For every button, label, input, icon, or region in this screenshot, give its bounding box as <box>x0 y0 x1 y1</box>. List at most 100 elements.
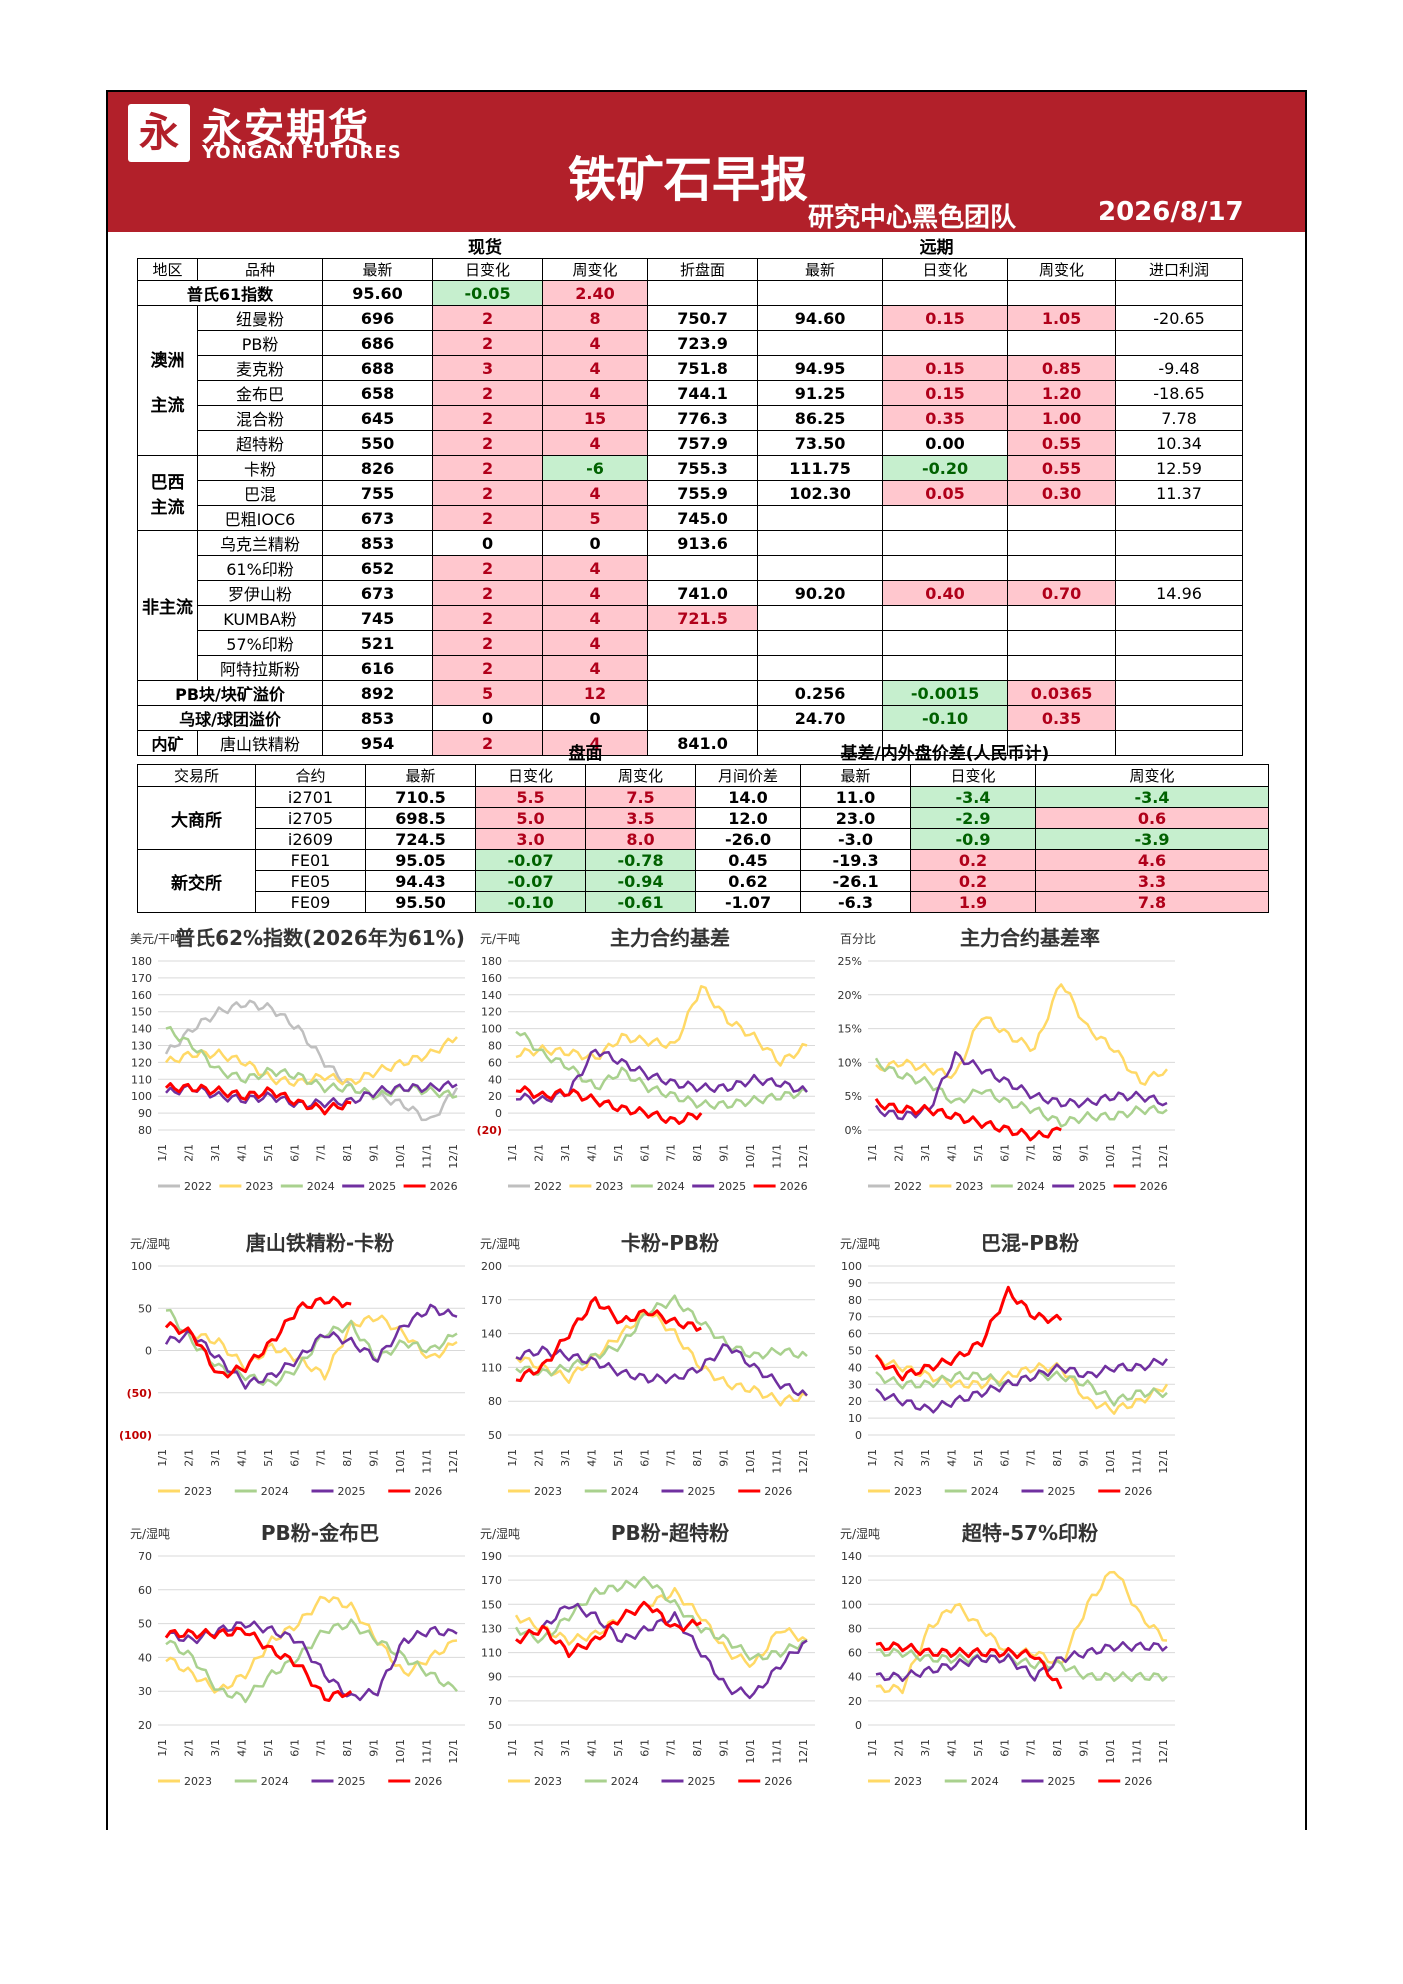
table-cell <box>137 739 476 765</box>
ore-name: 超特粉 <box>196 430 324 456</box>
contract-latest: 95.05 <box>364 849 477 871</box>
premium-value: 0 <box>542 705 649 731</box>
far-weekly-change: 0.85 <box>1007 355 1117 381</box>
basis-daily-change: -0.9 <box>910 828 1037 850</box>
legend-label: 2026 <box>1124 1775 1152 1788</box>
ore-row: 57%印粉 521 2 4 <box>138 630 1243 656</box>
far-latest <box>757 330 884 356</box>
ore-name: 纽曼粉 <box>196 305 324 331</box>
import-profit: -9.48 <box>1115 355 1243 381</box>
import-profit: -18.65 <box>1115 380 1243 406</box>
series-line-2023 <box>165 1595 458 1694</box>
series-line-2023 <box>165 1036 458 1087</box>
legend-label: 2023 <box>595 1180 623 1193</box>
import-profit: -20.65 <box>1115 305 1243 331</box>
ore-latest: 673 <box>322 580 434 606</box>
x-tick-label: 3/1 <box>559 1449 572 1467</box>
basis-weekly-change: -3.9 <box>1035 828 1270 850</box>
far-weekly-change <box>1007 505 1117 531</box>
x-tick-label: 6/1 <box>638 1449 651 1467</box>
y-tick-label: 150 <box>131 1006 152 1019</box>
section-spot-label: 现货 <box>322 233 648 259</box>
report-team: 研究中心黑色团队 <box>808 203 1017 233</box>
x-tick-label: 7/1 <box>315 1449 328 1467</box>
chart-1: 普氏62%指数(2026年为61%) 美元/干吨 180 170 160 150 140 13… <box>130 925 470 1209</box>
chart-title: PB粉-金布巴 <box>261 1521 379 1545</box>
chart-unit-label: 元/湿吨 <box>130 1236 170 1251</box>
y-tick-label: 80 <box>138 1124 152 1137</box>
series-line-2026 <box>164 1626 353 1702</box>
far-latest: 94.60 <box>757 305 884 331</box>
ore-futures-equivalent <box>647 630 759 656</box>
contract-daily-change: 5.0 <box>475 807 587 829</box>
far-weekly-change: 0.30 <box>1007 480 1117 506</box>
spot-price-table: 现货 远期 地区 品种 最新 日变化 周变化 折盘面 最新 日变化 周变化 进口利润 普氏61指数 95.… <box>136 233 1243 756</box>
series-line-2022 <box>164 999 459 1122</box>
y-tick-label: 60 <box>488 1056 502 1069</box>
column-header: 地区 <box>137 258 198 281</box>
far-weekly-change <box>1007 530 1117 556</box>
chart-title: PB粉-超特粉 <box>611 1521 729 1545</box>
ore-daily-change: 2 <box>432 555 544 581</box>
contract-weekly-change: 8.0 <box>585 828 697 850</box>
y-tick-label: 180 <box>481 955 502 968</box>
x-tick-label: 5/1 <box>262 1739 275 1757</box>
x-tick-label: 3/1 <box>209 1144 222 1162</box>
section-disk-label: 盘面 <box>475 739 696 765</box>
contract-name: i2705 <box>255 807 366 829</box>
exchange-label: 新交所 <box>137 849 256 913</box>
series-line-2026 <box>515 1600 702 1659</box>
ore-weekly-change: 4 <box>542 380 649 406</box>
x-tick-label: 11/1 <box>771 1144 784 1169</box>
legend-label: 2022 <box>534 1180 562 1193</box>
x-tick-label: 11/1 <box>421 1449 434 1474</box>
far-latest: 90.20 <box>757 580 884 606</box>
y-tick-label: 90 <box>138 1107 152 1120</box>
far-daily-change: 0.15 <box>882 355 1009 381</box>
x-tick-label: 6/1 <box>998 1449 1011 1467</box>
series-line-2023 <box>875 1570 1168 1695</box>
ore-latest: 658 <box>322 380 434 406</box>
legend-label: 2026 <box>414 1485 442 1498</box>
legend-label: 2025 <box>1078 1180 1106 1193</box>
ore-weekly-change: 4 <box>542 355 649 381</box>
import-profit <box>1115 505 1243 531</box>
x-tick-label: 9/1 <box>368 1449 381 1467</box>
ore-daily-change: 2 <box>432 480 544 506</box>
legend-label: 2025 <box>1048 1775 1076 1788</box>
series-line-2024 <box>515 1294 808 1377</box>
basis-daily-change: -3.4 <box>910 786 1037 808</box>
x-tick-label: 3/1 <box>209 1739 222 1757</box>
region-label: 非主流 <box>137 530 198 681</box>
ore-futures-equivalent: 751.8 <box>647 355 759 381</box>
y-tick-label: 110 <box>131 1073 152 1086</box>
ore-row: KUMBA粉 745 2 4 721.5 <box>138 605 1243 631</box>
series-line-2023 <box>875 983 1168 1086</box>
y-tick-label: 170 <box>481 1294 502 1307</box>
calendar-spread: 14.0 <box>695 786 802 808</box>
x-tick-label: 10/1 <box>1104 1144 1117 1169</box>
ore-weekly-change: 5 <box>542 505 649 531</box>
series-line-2026 <box>515 1296 702 1383</box>
x-tick-label: 12/1 <box>797 1144 810 1169</box>
ore-latest: 755 <box>322 480 434 506</box>
table-cell <box>757 280 884 306</box>
section-header-row: 盘面 基差/内外盘价差(人民币计) <box>137 739 1269 765</box>
chart-svg: 超特-57%印粉 元/湿吨 140 120 100 80 60 40 20 0 1/1 2/1 3/1 4… <box>840 1521 1175 1788</box>
premium-value: 853 <box>322 705 434 731</box>
x-tick-label: 11/1 <box>771 1739 784 1764</box>
series-line-2023 <box>875 1354 1169 1415</box>
ore-futures-equivalent: 757.9 <box>647 430 759 456</box>
legend-label: 2024 <box>971 1485 999 1498</box>
ore-latest: 673 <box>322 505 434 531</box>
ore-futures-equivalent: 776.3 <box>647 405 759 431</box>
ore-daily-change: 2 <box>432 455 544 481</box>
x-tick-label: 6/1 <box>998 1739 1011 1757</box>
series-line-2026 <box>875 1641 1063 1690</box>
calendar-spread: 12.0 <box>695 807 802 829</box>
y-tick-label: 40 <box>848 1361 862 1374</box>
import-profit: 12.59 <box>1115 455 1243 481</box>
basis-latest: -3.0 <box>800 828 912 850</box>
ore-weekly-change: 4 <box>542 480 649 506</box>
table-cell <box>695 739 801 765</box>
